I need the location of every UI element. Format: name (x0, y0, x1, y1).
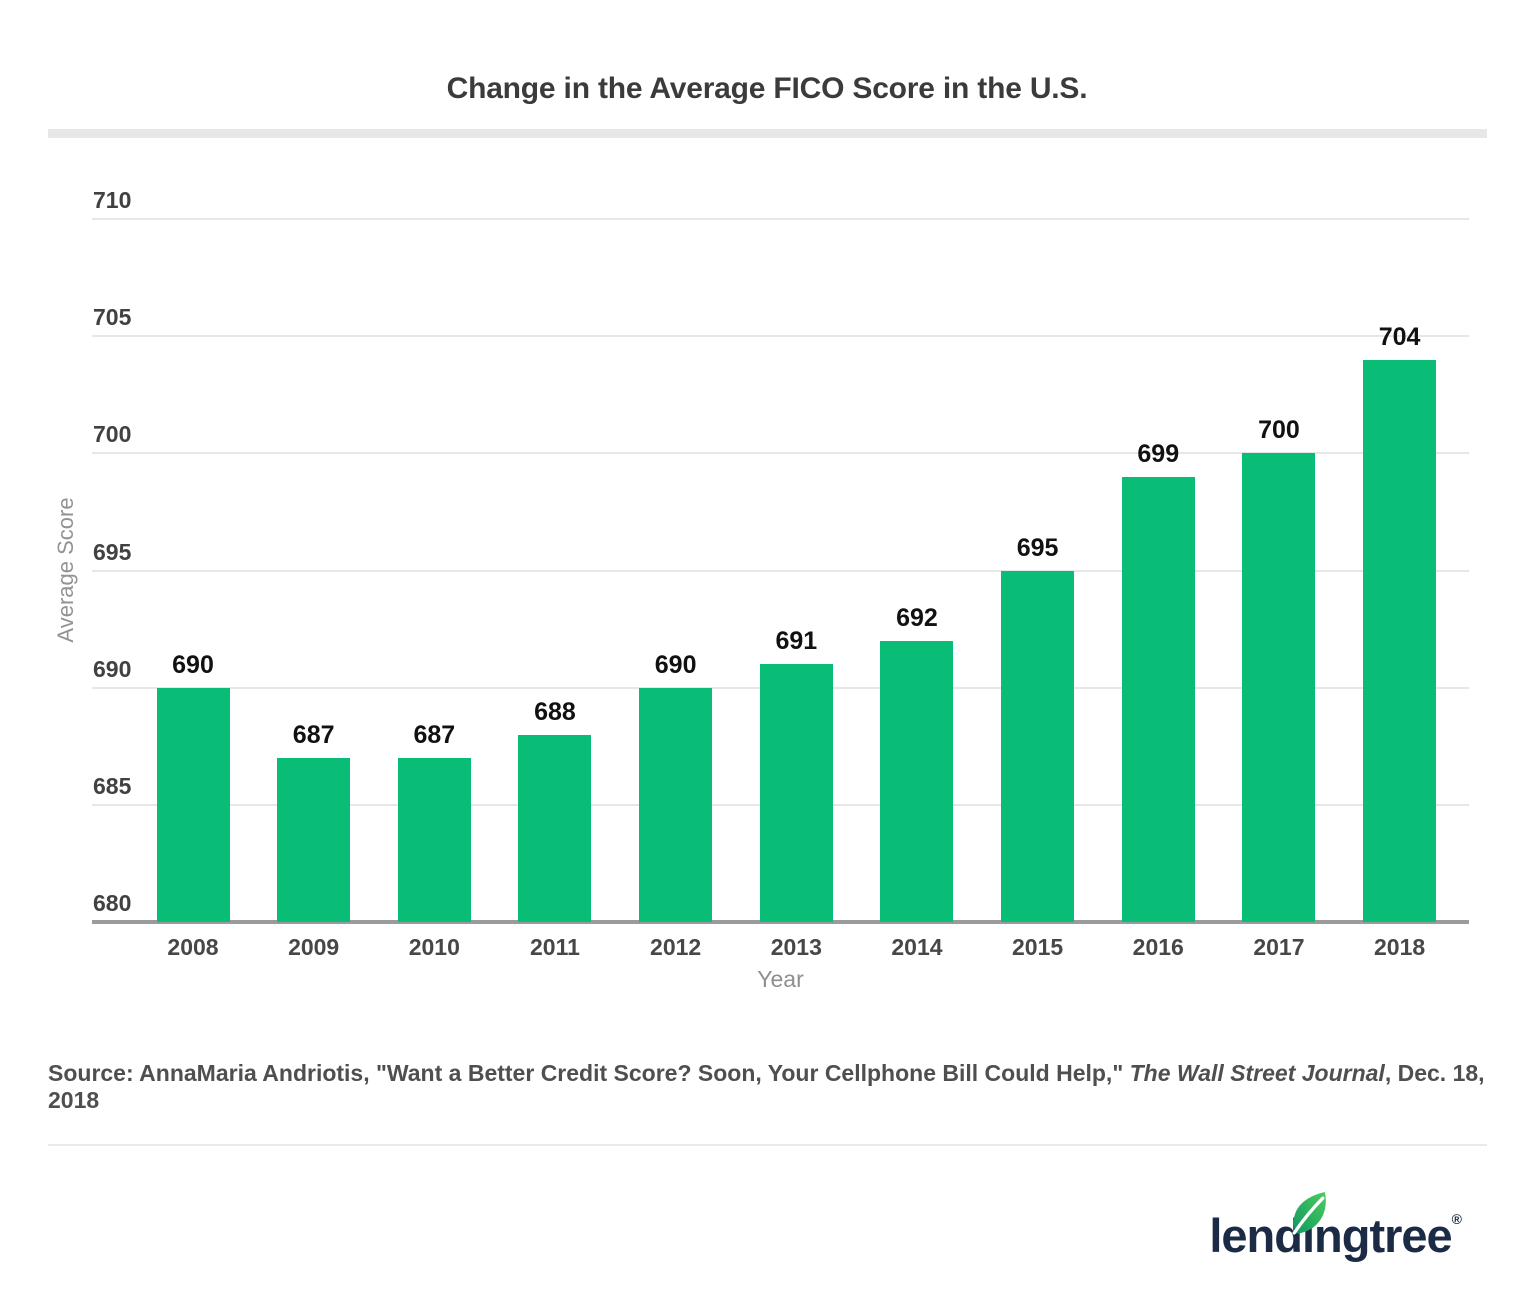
x-tick-label: 2012 (650, 934, 702, 960)
bar-value-label: 688 (534, 697, 576, 726)
y-tick-label: 700 (93, 421, 132, 448)
gridline (92, 452, 1469, 455)
logo-text-lend: lend (1209, 1209, 1303, 1262)
y-tick-label: 680 (93, 890, 132, 916)
source-text-suffix: , Dec. 18, 2018 (48, 1060, 1485, 1113)
y-tick-label: 695 (93, 538, 132, 565)
bar-value-label: 691 (775, 627, 818, 656)
source-text-prefix: Source: AnnaMaria Andriotis, "Want a Bet… (48, 1060, 1130, 1086)
x-tick-label: 2018 (1374, 934, 1426, 960)
x-tick-label: 2015 (1012, 934, 1064, 960)
y-tick-label: 690 (93, 655, 132, 682)
bar-2018 (1363, 359, 1437, 922)
bar-value-label: 695 (1016, 533, 1059, 562)
leaf-icon (1292, 1192, 1326, 1235)
title-divider (48, 129, 1487, 138)
bar-2010 (397, 757, 471, 922)
lendingtree-logo: lend ıngtree® (1209, 1192, 1462, 1262)
footer-divider (48, 1144, 1487, 1146)
bar-value-label: 690 (654, 650, 697, 679)
x-tick-label: 2013 (770, 934, 822, 960)
y-tick-label: 710 (93, 187, 132, 213)
registered-mark: ® (1451, 1211, 1462, 1227)
bar-value-label: 690 (172, 650, 214, 679)
gridline (92, 569, 1469, 572)
plot-area: 680 685 690 695 700 705 710 690 2008 687 2009 687 20… (92, 189, 1469, 959)
x-tick-label: 2016 (1132, 934, 1184, 960)
x-tick-label: 2009 (288, 934, 340, 960)
x-tick-label: 2014 (891, 934, 943, 960)
bar-value-label: 692 (896, 603, 938, 632)
logo-letter-i: ı (1292, 1192, 1326, 1259)
chart-title: Change in the Average FICO Score in the … (446, 72, 1088, 105)
bar-2013 (759, 664, 833, 922)
source-publication: The Wall Street Journal (1129, 1060, 1385, 1086)
bar-2017 (1242, 453, 1316, 922)
x-tick-label: 2011 (530, 934, 580, 960)
y-tick-label: 685 (93, 772, 132, 799)
x-tick-label: 2010 (408, 934, 460, 960)
bar-value-label: 700 (1258, 416, 1300, 445)
bar-2012 (639, 687, 713, 922)
bar-2009 (277, 757, 351, 922)
bar-value-label: 704 (1378, 322, 1421, 351)
x-tick-label: 2008 (167, 934, 219, 960)
x-tick-label: 2017 (1253, 934, 1305, 960)
x-axis-line (92, 920, 1469, 924)
bar-value-label: 687 (413, 720, 456, 749)
y-axis-title: Average Score (53, 497, 78, 643)
source-note: Source: AnnaMaria Andriotis, "Want a Bet… (48, 1060, 1534, 1114)
gridline (92, 335, 1469, 338)
y-tick-label: 705 (93, 304, 132, 331)
bar-2015 (1001, 570, 1075, 922)
bar-value-label: 699 (1137, 439, 1180, 468)
bar-2011 (518, 734, 592, 922)
gridline (92, 218, 1469, 220)
bar-value-label: 687 (292, 720, 335, 749)
bar-2016 (1121, 476, 1195, 922)
bar-2014 (880, 640, 954, 922)
logo-text-ngtree: ngtree (1314, 1209, 1453, 1262)
x-axis-title: Year (757, 966, 804, 992)
bar-2008 (156, 687, 230, 922)
